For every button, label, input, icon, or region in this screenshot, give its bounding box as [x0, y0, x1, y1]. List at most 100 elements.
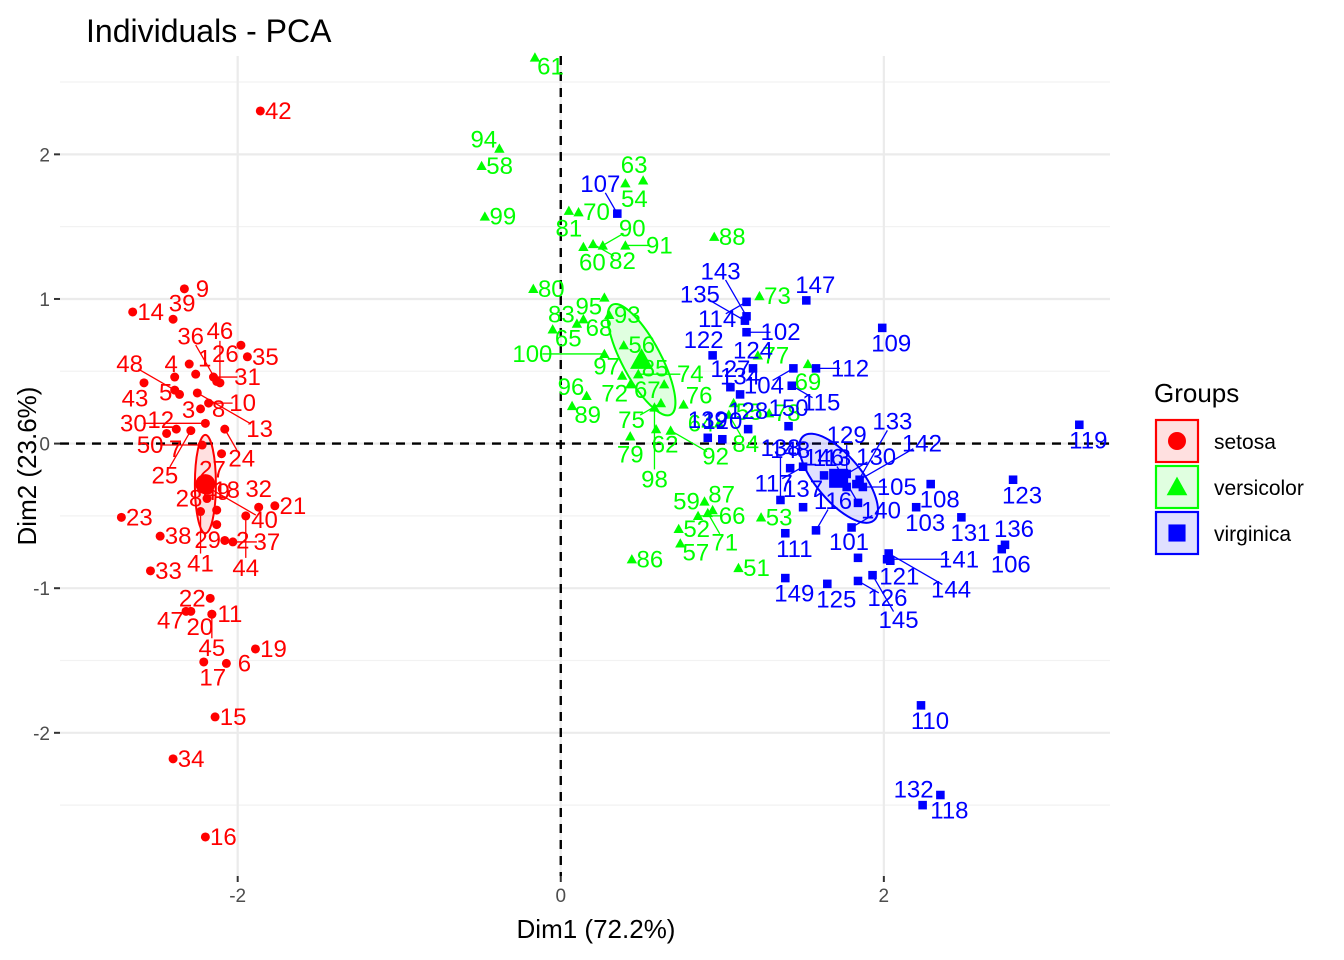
point-label: 143	[701, 258, 741, 285]
point-label: 115	[802, 390, 840, 417]
y-axis-label: Dim2 (23.6%)	[12, 387, 42, 546]
label-leader-line	[857, 580, 880, 594]
point-label: 135	[680, 282, 720, 309]
data-point	[702, 507, 713, 518]
point-label: 38	[165, 523, 192, 550]
x-axis-label: Dim1 (72.2%)	[517, 914, 676, 944]
data-point	[916, 701, 926, 710]
data-point	[819, 471, 829, 480]
label-leader-line	[707, 512, 721, 535]
data-point	[571, 318, 583, 328]
point-label: 138	[760, 435, 800, 462]
point-label: 150	[769, 395, 809, 422]
point-label: 136	[994, 516, 1034, 543]
label-leader-line	[728, 414, 742, 436]
data-point	[529, 52, 541, 62]
legend-symbol	[1168, 432, 1186, 450]
data-point	[171, 424, 181, 434]
point-label: 76	[686, 383, 713, 410]
data-point	[1075, 420, 1084, 430]
label-leader-line	[815, 509, 829, 531]
point-label: 114	[698, 306, 736, 333]
point-label: 103	[905, 510, 945, 537]
point-label: 61	[537, 53, 564, 80]
point-label: 2	[236, 527, 249, 554]
point-label: 110	[911, 708, 949, 735]
legend-item-virginica: virginica	[1154, 510, 1291, 556]
data-point	[613, 209, 622, 218]
point-label: 77	[762, 342, 789, 369]
data-point	[726, 382, 735, 392]
data-point	[658, 379, 670, 389]
legend-label: setosa	[1214, 431, 1276, 454]
point-label: 79	[617, 441, 644, 468]
data-point	[743, 424, 753, 434]
point-label: 63	[621, 152, 648, 179]
point-label: 104	[744, 372, 784, 399]
point-label: 46	[207, 318, 234, 345]
point-label: 40	[251, 507, 278, 534]
data-point	[604, 309, 615, 320]
data-point	[620, 178, 631, 188]
label-leader-line	[137, 368, 176, 391]
label-leader-line	[781, 466, 804, 480]
label-leader-line	[888, 552, 943, 586]
point-label: 95	[575, 294, 602, 321]
legend-label: virginica	[1214, 523, 1291, 546]
data-point	[709, 231, 720, 241]
label-leader-line	[846, 461, 868, 475]
point-label: 101	[829, 529, 869, 556]
data-point	[254, 502, 264, 512]
point-label: 52	[683, 516, 710, 543]
legend: Groups setosa versicolor virginica	[1154, 378, 1304, 556]
point-label: 102	[761, 319, 801, 346]
data-point	[128, 307, 138, 317]
point-label: 53	[766, 504, 793, 531]
data-point	[179, 284, 189, 294]
point-label: 71	[711, 529, 738, 556]
legend-label: versicolor	[1214, 477, 1304, 500]
label-leader-line	[724, 279, 748, 317]
data-point	[578, 241, 589, 252]
point-label: 58	[486, 153, 513, 180]
label-leader-line	[772, 367, 794, 381]
y-tick-label: 0	[39, 435, 50, 456]
point-label: 129	[827, 422, 867, 449]
data-point	[210, 712, 220, 722]
data-point	[911, 502, 921, 512]
point-label: 82	[609, 248, 636, 275]
point-label: 106	[991, 552, 1031, 579]
point-label: 99	[489, 204, 516, 231]
point-label: 18	[213, 477, 240, 504]
point-label: 68	[586, 315, 613, 342]
point-label: 65	[555, 325, 582, 352]
point-label: 29	[194, 527, 221, 554]
data-point	[752, 350, 764, 360]
point-label: 94	[470, 127, 497, 154]
data-point	[191, 369, 201, 379]
y-tick-label: -2	[33, 724, 50, 745]
point-label: 17	[199, 665, 226, 692]
point-label: 70	[583, 199, 610, 226]
point-label: 51	[743, 555, 770, 582]
point-label: 112	[831, 355, 869, 382]
data-point	[884, 549, 893, 558]
point-label: 145	[879, 607, 919, 634]
point-label: 39	[169, 291, 196, 318]
point-label: 91	[646, 232, 673, 259]
point-label: 93	[614, 302, 641, 329]
data-point	[139, 378, 149, 388]
point-label: 92	[702, 444, 729, 471]
point-label: 31	[234, 364, 261, 391]
data-point	[673, 523, 684, 534]
data-point	[703, 433, 713, 443]
data-point	[184, 359, 194, 369]
data-point	[270, 501, 280, 511]
data-point	[707, 504, 718, 515]
data-point	[581, 390, 592, 400]
point-label: 119	[1069, 427, 1107, 454]
label-leader-line	[169, 430, 192, 468]
